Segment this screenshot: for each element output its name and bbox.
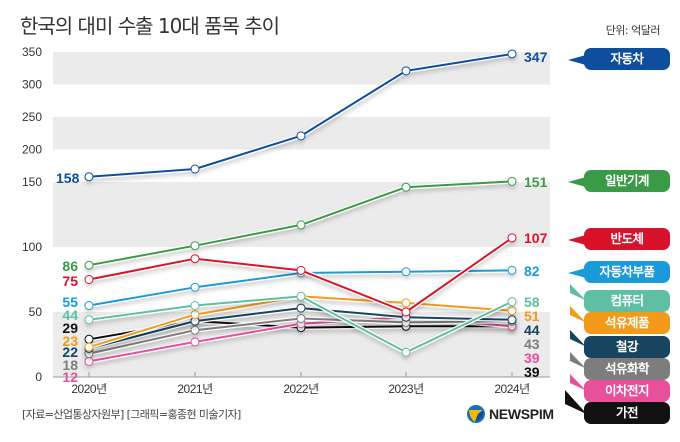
grid-band — [53, 52, 550, 85]
y-tick-label: 100 — [22, 240, 42, 254]
legend-tag-pointer — [568, 177, 586, 187]
data-point — [401, 347, 411, 357]
newspim-logo-icon — [467, 405, 485, 423]
start-value-label: 12 — [62, 369, 78, 385]
legend-tag-4: 컴퓨터 — [584, 290, 670, 312]
brand-logo: NEWSPIM — [466, 404, 554, 424]
x-tick-label: 2022년 — [283, 382, 318, 396]
data-point — [296, 303, 306, 313]
data-point — [507, 297, 517, 307]
grid-band — [53, 182, 550, 247]
data-point — [190, 337, 200, 347]
x-tick-label: 2024년 — [494, 382, 529, 396]
data-point — [507, 176, 517, 186]
y-tick-label: 200 — [22, 143, 42, 157]
x-tick-label: 2023년 — [388, 382, 423, 396]
start-value-label: 158 — [56, 170, 80, 186]
data-point — [401, 182, 411, 192]
data-point — [84, 301, 94, 310]
data-point — [401, 66, 411, 76]
data-point — [296, 220, 306, 230]
series-4 — [84, 291, 517, 357]
start-value-label: 75 — [62, 273, 78, 289]
start-value-label: 44 — [62, 307, 78, 323]
data-point — [84, 342, 94, 352]
legend-tag-2: 반도체 — [584, 228, 670, 250]
chart-title: 한국의 대미 수출 10대 품목 추이 — [20, 14, 280, 38]
data-point — [296, 265, 306, 275]
start-value-label: 86 — [62, 258, 78, 274]
legend-tag-pointer — [568, 268, 586, 278]
start-value-label: 18 — [62, 357, 78, 373]
legend-tag-1: 일반기계 — [584, 170, 670, 192]
data-point — [190, 164, 200, 174]
data-point — [401, 307, 411, 317]
legend-tag-7: 석유화학 — [584, 358, 670, 380]
x-tick-label: 2021년 — [177, 382, 212, 396]
end-value-label: 107 — [524, 230, 548, 246]
data-point — [507, 49, 517, 59]
unit-label: 단위: 억달러 — [605, 24, 661, 37]
start-value-label: 23 — [62, 333, 78, 349]
legend-tag-pointer — [568, 55, 586, 65]
data-point — [84, 315, 94, 325]
data-point — [507, 315, 517, 325]
data-point — [84, 334, 94, 344]
data-point — [84, 275, 94, 284]
end-value-label: 44 — [524, 322, 540, 338]
y-tick-label: 250 — [22, 110, 42, 124]
legend-tag-0: 자동차 — [584, 48, 670, 70]
legend-tag-9: 가전 — [584, 402, 670, 424]
y-tick-label: 150 — [22, 175, 42, 189]
data-point — [190, 310, 200, 320]
brand-name: NEWSPIM — [489, 406, 554, 422]
end-value-label: 43 — [524, 336, 540, 352]
x-tick-label: 2020년 — [71, 382, 106, 396]
data-point — [296, 131, 306, 141]
data-point — [507, 265, 517, 275]
y-tick-label: 50 — [29, 305, 43, 319]
data-point — [84, 356, 94, 366]
data-point — [190, 282, 200, 292]
data-point — [190, 301, 200, 310]
series-0 — [84, 49, 517, 182]
data-point — [401, 298, 411, 308]
data-point — [190, 241, 200, 251]
legend-tag-pointer — [568, 235, 586, 245]
start-value-label: 22 — [62, 344, 78, 360]
data-point — [296, 314, 306, 323]
data-point — [401, 267, 411, 277]
series-1 — [84, 176, 517, 270]
y-tick-label: 350 — [22, 45, 42, 59]
end-value-label: 82 — [524, 263, 540, 279]
legend-tag-3: 자동차부품 — [584, 261, 670, 283]
data-point — [84, 260, 94, 270]
legend-tag-8: 이차전지 — [584, 380, 670, 402]
legend-tag-6: 철강 — [584, 336, 670, 358]
start-value-label: 55 — [62, 294, 78, 310]
start-value-label: 29 — [62, 320, 78, 336]
end-value-label: 51 — [524, 308, 540, 324]
end-value-label: 58 — [524, 294, 540, 310]
y-tick-label: 300 — [22, 78, 42, 92]
series-6 — [84, 303, 517, 353]
source-credit: [자료=산업통상자원부] [그래픽=홍종현 미술기자] — [22, 408, 241, 421]
end-value-label: 39 — [524, 364, 540, 380]
end-value-label: 39 — [524, 350, 540, 366]
series-2 — [84, 233, 517, 317]
data-point — [84, 172, 94, 182]
data-point — [296, 291, 306, 301]
legend-tag-5: 석유제품 — [584, 312, 670, 334]
data-point — [190, 325, 200, 335]
data-point — [507, 233, 517, 243]
y-tick-label: 0 — [35, 370, 42, 384]
data-point — [507, 306, 517, 316]
end-value-label: 347 — [524, 49, 548, 65]
data-point — [190, 254, 200, 264]
end-value-label: 151 — [524, 174, 548, 190]
